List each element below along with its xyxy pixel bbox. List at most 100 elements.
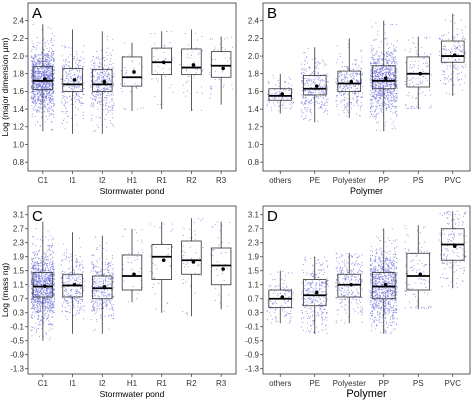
data-point	[35, 301, 37, 303]
data-point	[289, 92, 291, 94]
y-tick-label: 1.4	[13, 105, 25, 114]
data-point	[49, 84, 52, 86]
data-point	[374, 110, 376, 112]
data-point	[51, 70, 53, 72]
data-point	[322, 97, 324, 99]
data-point	[380, 67, 382, 69]
data-point	[281, 104, 283, 107]
box	[210, 51, 232, 78]
data-point	[32, 303, 34, 306]
data-point	[378, 75, 381, 78]
data-point	[76, 124, 78, 126]
data-point	[315, 67, 317, 69]
data-point	[373, 86, 375, 88]
data-point	[35, 47, 37, 49]
data-point	[356, 59, 358, 61]
data-point	[349, 86, 351, 88]
data-point	[78, 86, 80, 88]
data-point	[386, 99, 389, 101]
data-point	[458, 73, 460, 75]
data-point	[394, 60, 396, 62]
data-point	[45, 281, 47, 283]
data-point	[43, 39, 45, 41]
data-point	[357, 95, 359, 97]
data-point	[44, 87, 46, 89]
data-point	[34, 54, 37, 57]
y-tick-label: 2.0	[248, 52, 260, 61]
data-point	[99, 72, 101, 74]
data-point	[383, 71, 386, 73]
data-point	[96, 78, 98, 80]
y-tick-label: 2.3	[13, 239, 25, 248]
data-point	[339, 75, 341, 77]
data-point	[37, 301, 39, 303]
data-point	[372, 116, 374, 118]
data-point	[372, 57, 374, 59]
data-point	[278, 85, 280, 87]
data-point	[48, 270, 50, 272]
data-point	[137, 84, 139, 86]
data-point	[45, 277, 47, 279]
data-point	[33, 102, 35, 105]
data-point	[375, 114, 377, 116]
data-point	[37, 311, 39, 313]
data-point	[396, 75, 398, 77]
data-point	[44, 57, 46, 59]
data-point	[63, 67, 65, 69]
data-point	[49, 327, 52, 329]
data-point	[376, 81, 378, 84]
data-point	[379, 70, 381, 73]
data-point	[288, 76, 290, 78]
data-point	[452, 60, 454, 62]
data-point	[109, 78, 111, 80]
data-point	[345, 108, 348, 110]
data-point	[410, 79, 412, 81]
data-point	[125, 71, 127, 73]
data-point	[50, 39, 52, 41]
data-point	[99, 94, 102, 96]
data-point	[45, 252, 47, 254]
data-point	[43, 75, 45, 77]
data-point	[381, 98, 383, 100]
data-point	[97, 76, 99, 78]
data-point	[50, 101, 52, 104]
data-point	[309, 91, 311, 93]
data-point	[282, 103, 284, 105]
data-point	[44, 236, 47, 238]
data-point	[211, 88, 213, 90]
data-point	[53, 263, 55, 265]
data-point	[36, 90, 38, 92]
data-point	[91, 68, 93, 71]
data-point	[386, 66, 388, 68]
data-point	[64, 45, 66, 47]
data-point	[391, 69, 393, 71]
data-point	[92, 102, 94, 104]
data-point	[396, 61, 398, 63]
data-point	[50, 269, 52, 271]
data-point	[430, 106, 432, 109]
data-point	[32, 89, 34, 91]
data-point	[102, 57, 105, 59]
data-point	[320, 95, 322, 98]
data-point	[370, 62, 372, 65]
data-point	[381, 66, 383, 68]
data-point	[39, 106, 41, 108]
data-point	[358, 65, 360, 67]
data-point	[71, 88, 74, 91]
data-point	[33, 261, 35, 263]
data-point	[39, 68, 41, 70]
data-point	[379, 69, 381, 71]
data-point	[45, 278, 48, 280]
data-point	[422, 62, 425, 65]
data-point	[39, 76, 41, 78]
data-point	[426, 55, 428, 57]
data-point	[345, 106, 347, 108]
data-point	[423, 52, 425, 54]
data-point	[38, 321, 40, 323]
data-point	[50, 64, 52, 67]
data-point	[32, 107, 34, 109]
data-point	[335, 83, 337, 85]
data-point	[33, 83, 35, 85]
data-point	[379, 78, 381, 80]
data-point	[391, 62, 393, 64]
